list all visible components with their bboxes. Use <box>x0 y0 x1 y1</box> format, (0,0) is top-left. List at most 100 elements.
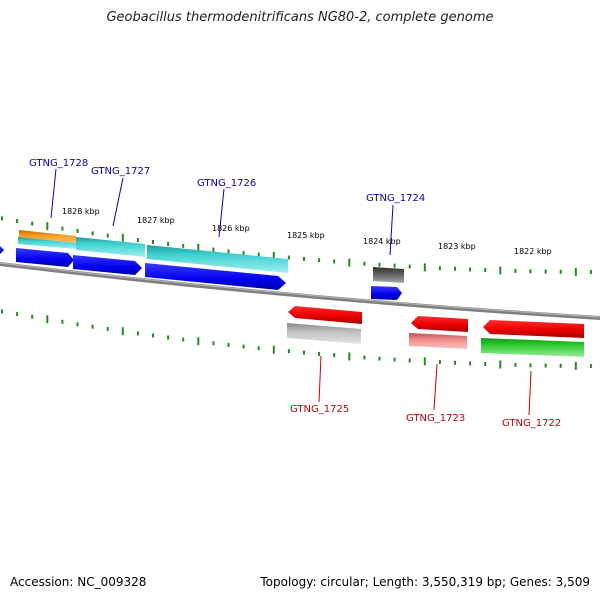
gene-bar[interactable] <box>147 245 288 273</box>
leader-line <box>528 370 532 416</box>
minor-tick <box>61 319 64 324</box>
gene-label[interactable]: GTNG_1726 <box>197 178 256 189</box>
leader-line <box>433 363 438 411</box>
gene-bar[interactable] <box>18 237 76 249</box>
minor-tick <box>438 360 441 365</box>
minor-tick <box>303 350 305 355</box>
gene-arrow[interactable] <box>483 320 584 338</box>
leader-line <box>112 177 124 227</box>
gene-bar[interactable] <box>409 333 467 349</box>
gene-arrow[interactable] <box>371 286 402 300</box>
minor-tick <box>454 360 456 365</box>
gene-bar[interactable] <box>19 230 76 243</box>
minor-tick <box>212 247 215 252</box>
minor-tick <box>91 324 94 329</box>
minor-tick <box>31 221 34 226</box>
minor-tick <box>469 267 472 272</box>
minor-tick <box>182 243 185 248</box>
top-scale-ticks <box>1 216 592 276</box>
minor-tick <box>363 355 366 360</box>
minor-tick <box>333 353 336 358</box>
minor-tick <box>31 314 34 319</box>
scale-label: 1823 kbp <box>438 242 476 251</box>
minor-tick <box>106 327 109 331</box>
major-tick <box>348 258 351 267</box>
major-tick <box>121 233 124 242</box>
gene-bar[interactable] <box>481 338 584 357</box>
minor-tick <box>544 269 547 274</box>
gene-arrow[interactable] <box>16 248 74 267</box>
minor-tick <box>514 268 517 273</box>
minor-tick <box>393 357 396 362</box>
gene-label[interactable]: GTNG_1723 <box>406 413 465 424</box>
minor-tick <box>76 322 79 327</box>
scale-label: 1822 kbp <box>514 247 552 256</box>
minor-tick <box>318 351 321 356</box>
scale-labels: 1828 kbp 1827 kbp 1826 kbp 1825 kbp 1824… <box>62 207 552 256</box>
minor-tick <box>529 269 532 274</box>
gene-arrow[interactable] <box>288 306 362 324</box>
minor-tick <box>318 258 321 263</box>
minor-tick <box>303 256 305 261</box>
major-tick <box>499 360 502 369</box>
minor-tick <box>529 363 532 368</box>
bottom-scale-ticks <box>1 309 592 370</box>
gene-arrow[interactable] <box>0 246 4 254</box>
minor-tick <box>182 337 185 342</box>
minor-tick <box>589 270 592 274</box>
minor-tick <box>559 363 562 368</box>
gene-bar[interactable] <box>287 323 361 344</box>
genome-title: Geobacillus thermodenitrificans NG80-2, … <box>106 10 494 25</box>
minor-tick <box>454 266 456 271</box>
minor-tick <box>227 249 230 254</box>
major-tick <box>348 352 351 361</box>
minor-tick <box>1 216 3 221</box>
gene-label[interactable]: GTNG_1724 <box>366 193 425 204</box>
major-tick <box>574 361 577 370</box>
minor-tick <box>393 263 396 268</box>
minor-tick <box>484 362 487 366</box>
gene-bar[interactable] <box>373 267 404 283</box>
gene-arrow[interactable] <box>73 255 142 275</box>
gene-label[interactable]: GTNG_1722 <box>502 418 561 429</box>
major-tick <box>197 337 200 346</box>
leader-line <box>389 204 394 256</box>
genome-summary: Topology: circular; Length: 3,550,319 bp… <box>260 575 590 589</box>
major-tick <box>423 357 426 366</box>
minor-tick <box>91 231 94 236</box>
forward-genes <box>0 230 404 300</box>
gene-label[interactable]: GTNG_1728 <box>29 158 88 169</box>
minor-tick <box>333 259 336 264</box>
minor-tick <box>287 349 290 354</box>
minor-tick <box>287 255 290 260</box>
gene-bar[interactable] <box>76 237 145 257</box>
minor-tick <box>16 219 19 223</box>
major-tick <box>272 252 275 260</box>
minor-tick <box>438 266 441 271</box>
gene-arrow[interactable] <box>411 316 468 332</box>
minor-tick <box>469 361 472 366</box>
minor-tick <box>152 333 154 338</box>
scale-label: 1825 kbp <box>287 231 325 240</box>
minor-tick <box>408 358 411 363</box>
scale-label: 1827 kbp <box>137 216 175 225</box>
gene-label[interactable]: GTNG_1727 <box>91 166 150 177</box>
leader-line <box>50 168 57 219</box>
major-tick <box>499 266 502 275</box>
scale-label: 1826 kbp <box>212 224 250 233</box>
genome-backbone <box>0 262 600 320</box>
accession-text: Accession: NC_009328 <box>10 575 147 589</box>
minor-tick <box>242 250 245 255</box>
minor-tick <box>257 252 260 257</box>
scale-label: 1824 kbp <box>363 237 401 246</box>
minor-tick <box>227 342 230 347</box>
minor-tick <box>514 362 517 367</box>
major-tick <box>121 327 124 336</box>
major-tick <box>197 243 200 252</box>
minor-tick <box>378 356 381 361</box>
gene-label[interactable]: GTNG_1725 <box>290 404 349 415</box>
gene-arrow[interactable] <box>145 263 286 290</box>
minor-tick <box>257 346 260 351</box>
minor-tick <box>484 268 487 272</box>
